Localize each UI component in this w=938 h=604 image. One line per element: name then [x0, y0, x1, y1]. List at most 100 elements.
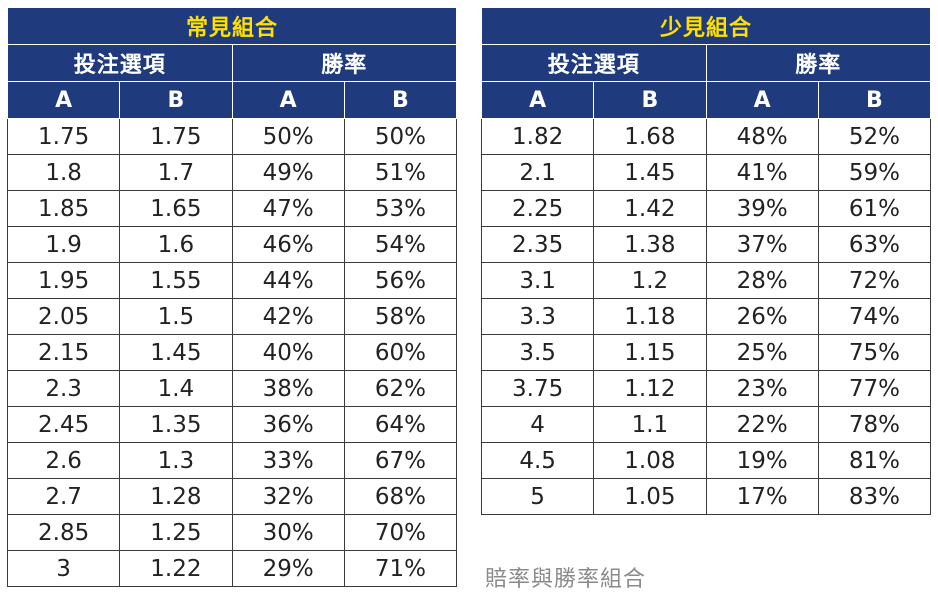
table-row: 2.15 1.45 40% 60% — [6, 334, 458, 371]
table-row: 1.75 1.75 50% 50% — [6, 118, 458, 155]
odds-b-cell: 1.45 — [119, 334, 233, 371]
odds-b-cell: 1.12 — [593, 370, 707, 407]
win-rate-a-cell: 50% — [231, 118, 345, 155]
odds-a-cell: 3.75 — [480, 370, 595, 407]
win-rate-a-cell: 28% — [705, 262, 819, 299]
win-rate-a-cell: 23% — [705, 370, 819, 407]
odds-b-cell: 1.3 — [119, 442, 233, 479]
win-rate-b-cell: 78% — [817, 406, 932, 443]
odds-a-cell: 2.3 — [6, 370, 121, 407]
odds-a-cell: 1.82 — [480, 118, 595, 155]
column-header-a: A — [480, 81, 595, 119]
win-rate-a-cell: 30% — [231, 514, 345, 551]
win-rate-b-cell: 59% — [817, 154, 932, 191]
table-row: 2.7 1.28 32% 68% — [6, 478, 458, 515]
odds-a-cell: 1.9 — [6, 226, 121, 263]
table-row: 5 1.05 17% 83% — [480, 478, 932, 515]
table-row: 3.1 1.2 28% 72% — [480, 262, 932, 299]
odds-a-cell: 2.35 — [480, 226, 595, 263]
odds-a-cell: 1.85 — [6, 190, 121, 227]
table-row: 2.45 1.35 36% 64% — [6, 406, 458, 443]
odds-a-cell: 2.85 — [6, 514, 121, 551]
odds-a-cell: 3.1 — [480, 262, 595, 299]
table-row: 1.95 1.55 44% 56% — [6, 262, 458, 299]
odds-b-cell: 1.7 — [119, 154, 233, 191]
table-body: 1.82 1.68 48% 52% 2.1 1.45 41% 59% 2.25 1.42 39% 61… — [480, 118, 932, 515]
odds-a-cell: 4 — [480, 406, 595, 443]
win-rate-a-cell: 38% — [231, 370, 345, 407]
odds-b-cell: 1.15 — [593, 334, 707, 371]
win-rate-b-cell: 58% — [343, 298, 458, 335]
win-rate-a-cell: 47% — [231, 190, 345, 227]
odds-b-cell: 1.2 — [593, 262, 707, 299]
odds-a-cell: 3.3 — [480, 298, 595, 335]
win-rate-b-cell: 60% — [343, 334, 458, 371]
odds-b-cell: 1.05 — [593, 478, 707, 515]
win-rate-b-cell: 71% — [343, 550, 458, 587]
column-header-b: B — [119, 81, 233, 119]
odds-b-cell: 1.75 — [119, 118, 233, 155]
rare-combinations-table: 少見組合 投注選項 勝率 A B A B 1.82 1.68 48% 52% 2.1 1.… — [480, 7, 932, 515]
win-rate-b-cell: 75% — [817, 334, 932, 371]
table-title: 少見組合 — [481, 7, 931, 45]
table-row: 1.8 1.7 49% 51% — [6, 154, 458, 191]
win-rate-a-cell: 32% — [231, 478, 345, 515]
win-rate-a-cell: 33% — [231, 442, 345, 479]
odds-a-cell: 2.6 — [6, 442, 121, 479]
odds-a-cell: 1.75 — [6, 118, 121, 155]
win-rate-b-cell: 53% — [343, 190, 458, 227]
win-rate-b-cell: 51% — [343, 154, 458, 191]
table-row: 3 1.22 29% 71% — [6, 550, 458, 587]
win-rate-a-cell: 40% — [231, 334, 345, 371]
win-rate-a-cell: 26% — [705, 298, 819, 335]
odds-a-cell: 2.45 — [6, 406, 121, 443]
win-rate-a-cell: 25% — [705, 334, 819, 371]
win-rate-a-cell: 46% — [231, 226, 345, 263]
win-rate-a-cell: 44% — [231, 262, 345, 299]
table-body: 1.75 1.75 50% 50% 1.8 1.7 49% 51% 1.85 1.65 47% 53%… — [6, 118, 458, 587]
win-rate-header: 勝率 — [231, 44, 457, 82]
win-rate-b-cell: 56% — [343, 262, 458, 299]
table-row: 4 1.1 22% 78% — [480, 406, 932, 443]
win-rate-a-cell: 49% — [231, 154, 345, 191]
win-rate-a-cell: 42% — [231, 298, 345, 335]
odds-b-cell: 1.35 — [119, 406, 233, 443]
table-row: 2.25 1.42 39% 61% — [480, 190, 932, 227]
table-row: 3.5 1.15 25% 75% — [480, 334, 932, 371]
table-row: 1.9 1.6 46% 54% — [6, 226, 458, 263]
bet-option-header: 投注選項 — [481, 44, 707, 82]
win-rate-header: 勝率 — [705, 44, 931, 82]
odds-b-cell: 1.65 — [119, 190, 233, 227]
column-header-a: A — [231, 81, 345, 119]
table-row: 2.1 1.45 41% 59% — [480, 154, 932, 191]
odds-a-cell: 2.7 — [6, 478, 121, 515]
win-rate-a-cell: 29% — [231, 550, 345, 587]
win-rate-a-cell: 39% — [705, 190, 819, 227]
win-rate-a-cell: 22% — [705, 406, 819, 443]
win-rate-b-cell: 63% — [817, 226, 932, 263]
table-row: 1.85 1.65 47% 53% — [6, 190, 458, 227]
odds-a-cell: 2.05 — [6, 298, 121, 335]
win-rate-b-cell: 64% — [343, 406, 458, 443]
odds-b-cell: 1.18 — [593, 298, 707, 335]
odds-b-cell: 1.4 — [119, 370, 233, 407]
table-row: 2.05 1.5 42% 58% — [6, 298, 458, 335]
win-rate-b-cell: 50% — [343, 118, 458, 155]
table-row: 2.85 1.25 30% 70% — [6, 514, 458, 551]
win-rate-a-cell: 19% — [705, 442, 819, 479]
bet-option-header: 投注選項 — [7, 44, 233, 82]
table-row: 3.3 1.18 26% 74% — [480, 298, 932, 335]
win-rate-a-cell: 17% — [705, 478, 819, 515]
odds-b-cell: 1.08 — [593, 442, 707, 479]
column-header-b: B — [817, 81, 932, 119]
table-title: 常見組合 — [7, 7, 457, 45]
win-rate-a-cell: 36% — [231, 406, 345, 443]
odds-b-cell: 1.25 — [119, 514, 233, 551]
win-rate-a-cell: 41% — [705, 154, 819, 191]
column-header-b: B — [343, 81, 458, 119]
win-rate-b-cell: 54% — [343, 226, 458, 263]
win-rate-b-cell: 67% — [343, 442, 458, 479]
odds-a-cell: 1.8 — [6, 154, 121, 191]
table-row: 3.75 1.12 23% 77% — [480, 370, 932, 407]
odds-a-cell: 2.1 — [480, 154, 595, 191]
